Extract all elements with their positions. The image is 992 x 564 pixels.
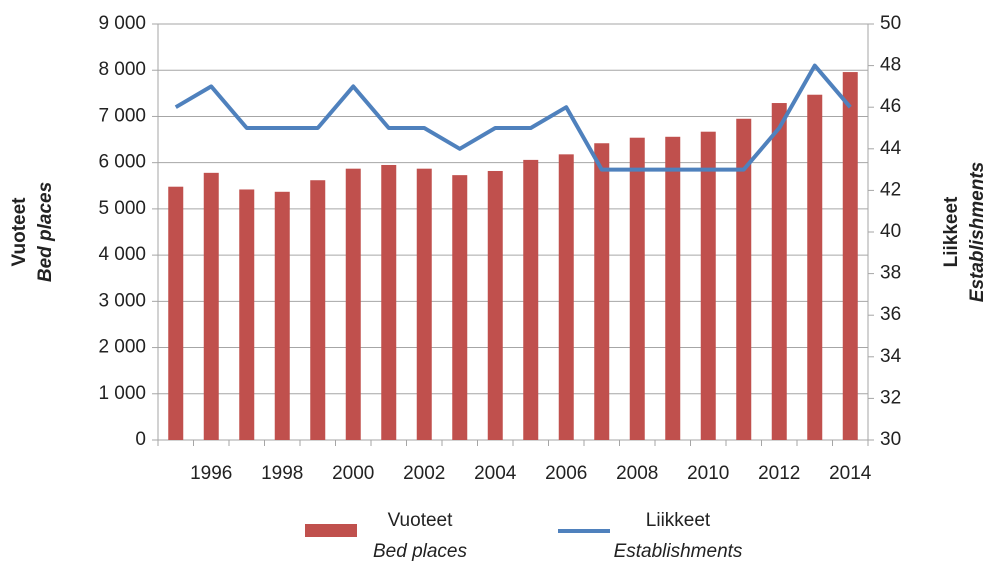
y2-tick-label: 50 <box>880 13 901 34</box>
bar <box>487 170 503 440</box>
y-tick-label: 5 000 <box>98 198 146 219</box>
bar <box>558 154 574 440</box>
y-axis-subtitle: Bed places <box>35 182 56 282</box>
x-tick-label: 1998 <box>261 463 303 484</box>
bar <box>381 164 397 440</box>
bar <box>274 191 290 440</box>
legend-label: Vuoteet <box>388 510 454 531</box>
y2-tick-label: 48 <box>880 55 901 76</box>
x-tick-label: 2006 <box>545 463 587 484</box>
x-tick-label: 1996 <box>190 463 232 484</box>
y-tick-label: 4 000 <box>98 244 146 265</box>
x-tick-label: 2002 <box>403 463 445 484</box>
bar <box>310 180 326 440</box>
bar <box>736 118 752 440</box>
x-tick-label: 2010 <box>687 463 729 484</box>
bar <box>842 72 858 441</box>
bar <box>452 175 468 440</box>
bar <box>629 137 645 440</box>
x-tick-label: 2008 <box>616 463 658 484</box>
y2-tick-label: 44 <box>880 138 902 159</box>
x-tick-label: 2012 <box>758 463 800 484</box>
bar <box>594 143 610 440</box>
y-tick-label: 7 000 <box>98 105 146 126</box>
y-tick-label: 1 000 <box>98 383 146 404</box>
bar <box>203 172 219 440</box>
y2-tick-label: 42 <box>880 179 901 200</box>
y-axis-title: Vuoteet <box>9 197 30 267</box>
y2-tick-label: 40 <box>880 221 901 242</box>
x-tick-label: 2014 <box>829 463 872 484</box>
y2-tick-label: 34 <box>880 346 902 367</box>
y2-axis-title: Liikkeet <box>941 196 962 267</box>
x-tick-label: 2000 <box>332 463 374 484</box>
y2-tick-label: 32 <box>880 387 901 408</box>
y2-tick-label: 36 <box>880 304 901 325</box>
legend-label: Liikkeet <box>646 510 711 531</box>
y-tick-label: 8 000 <box>98 59 146 80</box>
y-tick-label: 6 000 <box>98 152 146 173</box>
bar <box>345 168 361 441</box>
bar <box>771 103 787 440</box>
y-tick-label: 0 <box>135 429 146 450</box>
y-tick-label: 9 000 <box>98 13 146 34</box>
y-tick-label: 3 000 <box>98 290 146 311</box>
legend-swatch <box>305 524 357 537</box>
y-tick-label: 2 000 <box>98 337 146 358</box>
legend-label: Establishments <box>614 541 743 562</box>
legend-label: Bed places <box>373 541 468 562</box>
bar <box>700 131 716 440</box>
line <box>174 63 852 172</box>
y2-axis-subtitle: Establishments <box>967 162 988 302</box>
bar <box>665 136 681 440</box>
x-tick-label: 2004 <box>474 463 517 484</box>
bar <box>807 94 823 440</box>
bar <box>168 186 184 440</box>
y2-tick-label: 30 <box>880 429 901 450</box>
bar <box>523 159 539 441</box>
bar <box>416 168 432 441</box>
y2-tick-label: 38 <box>880 263 901 284</box>
bar <box>239 189 255 440</box>
y2-tick-label: 46 <box>880 96 901 117</box>
